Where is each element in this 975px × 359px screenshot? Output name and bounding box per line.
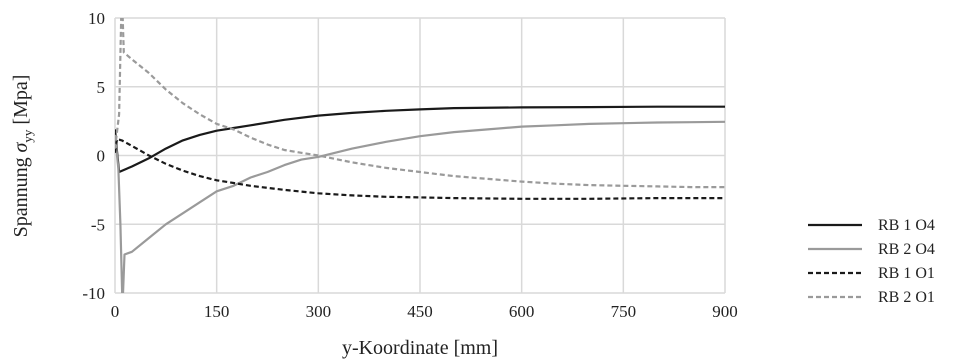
x-tick-label: 150 [204,302,230,321]
y-tick-label: 0 [97,147,106,166]
series-line-1 [115,105,725,174]
legend-label: RB 1 O4 [878,217,935,234]
x-tick-label: 300 [306,302,332,321]
y-tick-label: -10 [82,284,105,303]
legend-label: RB 2 O1 [878,289,935,306]
grid [114,17,726,294]
y-axis-title-suffix: [Mpa] [10,75,32,130]
x-tick-label: 450 [407,302,433,321]
x-tick-label: 750 [611,302,637,321]
y-tick-label: -5 [91,215,105,234]
legend-label: RB 1 O1 [878,265,935,282]
y-tick-label: 10 [88,9,105,28]
series-lines [115,18,725,293]
y-axis-title-symbol: σ [10,141,32,152]
tick-labels: -10 -5 0 5 10 0 150 300 450 600 750 900 [82,9,737,321]
series-line-3 [115,137,725,200]
y-axis-title-prefix: Spannung [10,152,32,237]
x-axis-title: y-Koordinate [mm] [342,337,498,359]
y-axis-title: Spannung σyy [Mpa] [10,75,35,238]
x-tick-label: 0 [111,302,120,321]
series-line-4 [115,18,725,189]
x-tick-label: 600 [509,302,535,321]
legend-label: RB 2 O4 [878,241,935,258]
x-tick-label: 900 [712,302,738,321]
legend: RB 1 O4 RB 2 O4 RB 1 O1 RB 2 O1 [808,217,935,306]
y-tick-label: 5 [97,78,106,97]
series-line-2 [115,120,725,293]
y-axis-title-subscript: yy [20,129,35,143]
